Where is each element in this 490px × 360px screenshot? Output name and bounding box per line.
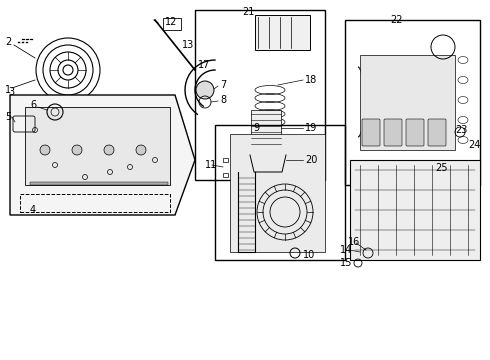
Text: 1: 1	[5, 85, 11, 95]
Text: 13: 13	[182, 40, 194, 50]
Text: 8: 8	[220, 95, 226, 105]
Bar	[163, 18, 181, 30]
Text: 23: 23	[455, 125, 467, 135]
Bar	[215, 125, 345, 260]
Bar	[350, 160, 480, 260]
Bar	[25, 107, 170, 185]
Text: 22: 22	[390, 15, 402, 25]
Text: 18: 18	[305, 75, 317, 85]
Text: 16: 16	[348, 237, 360, 247]
Text: 15: 15	[340, 258, 352, 268]
Bar	[360, 55, 455, 150]
Bar	[223, 173, 228, 177]
Text: 5: 5	[5, 112, 11, 122]
Bar	[345, 20, 480, 185]
Bar	[223, 158, 228, 162]
Bar	[230, 134, 325, 252]
Bar	[251, 110, 281, 146]
Text: 17: 17	[198, 60, 210, 70]
FancyBboxPatch shape	[384, 119, 402, 146]
Text: 10: 10	[303, 250, 315, 260]
Text: 21: 21	[242, 7, 254, 17]
Text: 2: 2	[5, 37, 11, 47]
Text: 24: 24	[468, 140, 480, 150]
Circle shape	[136, 145, 146, 155]
Text: 14: 14	[340, 245, 352, 255]
Polygon shape	[10, 95, 195, 215]
Text: 4: 4	[30, 205, 36, 215]
Bar	[20, 194, 170, 212]
Bar	[195, 10, 325, 180]
FancyBboxPatch shape	[428, 119, 446, 146]
Text: 19: 19	[305, 123, 317, 133]
Text: 25: 25	[435, 163, 447, 173]
Bar	[30, 182, 168, 185]
Text: 20: 20	[305, 155, 318, 165]
FancyBboxPatch shape	[406, 119, 424, 146]
FancyBboxPatch shape	[362, 119, 380, 146]
Circle shape	[40, 145, 50, 155]
Text: 11: 11	[205, 160, 217, 170]
Text: 6: 6	[30, 100, 36, 110]
Text: 7: 7	[220, 80, 226, 90]
Circle shape	[104, 145, 114, 155]
Bar	[255, 15, 310, 50]
Text: 12: 12	[165, 17, 177, 27]
Circle shape	[72, 145, 82, 155]
Text: 9: 9	[253, 123, 259, 133]
Circle shape	[196, 81, 214, 99]
Text: 3: 3	[8, 87, 14, 97]
